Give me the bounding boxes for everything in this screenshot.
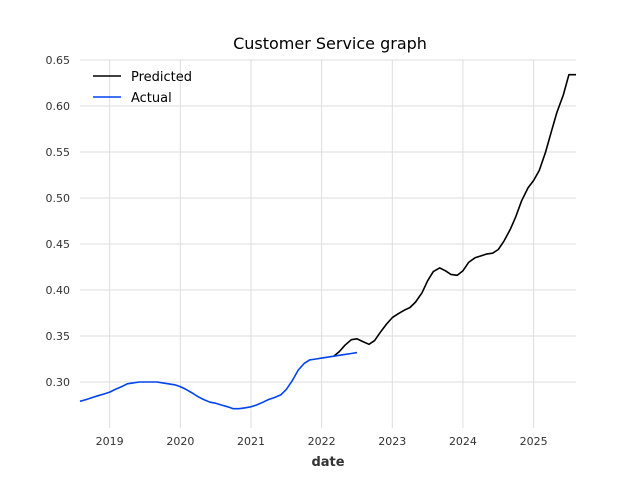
y-tick-label: 0.30 xyxy=(46,376,71,389)
y-tick-label: 0.60 xyxy=(46,100,71,113)
y-tick-label: 0.50 xyxy=(46,192,71,205)
x-tick-label: 2020 xyxy=(166,435,194,448)
chart-title: Customer Service graph xyxy=(233,34,427,53)
y-tick-label: 0.65 xyxy=(46,54,71,67)
series-line-actual xyxy=(79,351,358,410)
y-tick-label: 0.35 xyxy=(46,330,71,343)
x-tick-label: 2019 xyxy=(96,435,124,448)
x-tick-label: 2021 xyxy=(237,435,265,448)
legend-label-actual: Actual xyxy=(131,91,172,106)
x-tick-label: 2025 xyxy=(520,435,548,448)
x-tick-label: 2022 xyxy=(308,435,336,448)
y-gridlines xyxy=(80,59,576,383)
x-tick-labels: 2019 2020 2021 2022 2023 2024 2025 xyxy=(96,435,548,448)
x-tick-label: 2024 xyxy=(449,435,477,448)
y-tick-label: 0.55 xyxy=(46,146,71,159)
y-tick-label: 0.40 xyxy=(46,284,71,297)
y-tick-label: 0.45 xyxy=(46,238,71,251)
series-layer xyxy=(79,73,576,410)
y-tick-labels: 0.30 0.35 0.40 0.45 0.50 0.55 0.60 0.65 xyxy=(46,54,71,389)
legend: Predicted Actual xyxy=(93,70,192,106)
legend-label-predicted: Predicted xyxy=(131,70,192,85)
x-tick-label: 2023 xyxy=(378,435,406,448)
x-axis-label: date xyxy=(311,455,344,470)
series-line-predicted xyxy=(333,73,576,357)
